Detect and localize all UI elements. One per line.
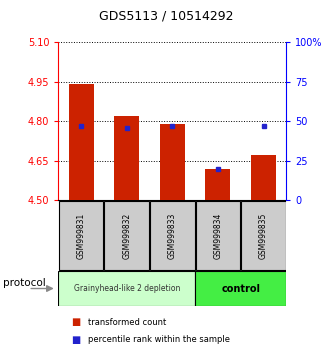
Bar <box>104 201 149 270</box>
Text: GSM999831: GSM999831 <box>77 212 86 258</box>
Bar <box>114 116 139 200</box>
Text: control: control <box>221 284 260 293</box>
Text: GSM999833: GSM999833 <box>168 212 177 259</box>
Bar <box>195 271 286 306</box>
Text: percentile rank within the sample: percentile rank within the sample <box>88 335 230 344</box>
Text: GSM999835: GSM999835 <box>259 212 268 259</box>
Bar <box>195 201 240 270</box>
Bar <box>58 271 195 306</box>
Bar <box>251 155 276 200</box>
Text: GSM999832: GSM999832 <box>122 212 131 258</box>
Bar <box>241 201 286 270</box>
Text: protocol: protocol <box>3 278 46 288</box>
Text: ■: ■ <box>72 317 81 327</box>
Text: GSM999834: GSM999834 <box>213 212 222 259</box>
Text: ■: ■ <box>72 335 81 345</box>
Text: transformed count: transformed count <box>88 318 166 327</box>
Text: GDS5113 / 10514292: GDS5113 / 10514292 <box>99 10 234 22</box>
Bar <box>205 169 230 200</box>
Bar <box>69 85 94 200</box>
Bar <box>150 201 195 270</box>
Bar <box>59 201 104 270</box>
Text: Grainyhead-like 2 depletion: Grainyhead-like 2 depletion <box>74 284 180 293</box>
Bar <box>160 124 185 200</box>
